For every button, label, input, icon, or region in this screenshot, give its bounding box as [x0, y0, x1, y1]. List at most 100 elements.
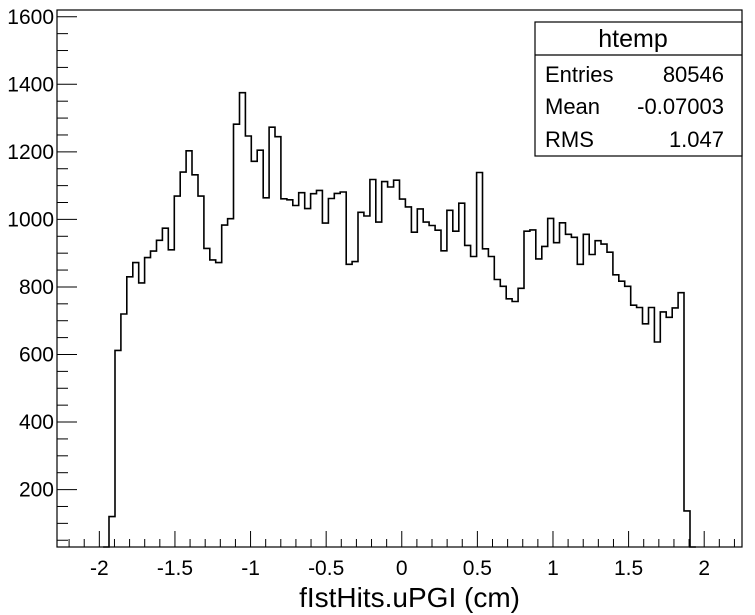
stats-mean-value: -0.07003	[637, 94, 724, 119]
histogram-bin	[589, 255, 595, 547]
plot-area-border	[56, 9, 743, 548]
histogram-bin	[121, 314, 127, 547]
histogram-bin	[328, 198, 334, 547]
histogram-bin	[411, 232, 417, 547]
histogram-bin	[631, 305, 637, 547]
histogram-bin	[482, 249, 488, 547]
histogram-bin	[441, 251, 447, 547]
histogram-bin	[115, 350, 121, 547]
histogram-bin	[536, 259, 542, 547]
histogram-bin	[192, 175, 198, 547]
stats-rms-label: RMS	[545, 127, 594, 152]
histogram-bin	[666, 317, 672, 547]
y-tick-label: 200	[19, 479, 54, 502]
histogram-bin	[334, 193, 340, 547]
histogram-bin	[174, 196, 180, 547]
histogram-bin	[287, 200, 293, 547]
histogram-bin	[506, 299, 512, 547]
stats-rms-value: 1.047	[669, 127, 724, 152]
histogram-bin	[400, 199, 406, 547]
histogram-bin	[127, 277, 133, 547]
histogram-bin	[595, 241, 601, 547]
histogram-bin	[660, 312, 666, 547]
stats-box-frame	[534, 21, 743, 157]
histogram-bin	[269, 127, 275, 547]
histogram-bin	[637, 308, 643, 547]
histogram-bin	[293, 206, 299, 547]
histogram-bin	[317, 190, 323, 547]
histogram-bin	[139, 283, 145, 547]
histogram-bin	[518, 288, 524, 547]
histogram-bin	[643, 324, 649, 547]
histogram-bin	[625, 286, 631, 547]
histogram-bin	[554, 243, 560, 547]
histogram-bin	[364, 216, 370, 547]
y-tick-label: 800	[19, 276, 54, 299]
histogram-bin	[542, 246, 548, 547]
histogram-bin	[370, 180, 376, 547]
histogram-bin	[340, 192, 346, 547]
histogram-bin	[376, 222, 382, 547]
histogram-bin	[145, 258, 151, 547]
histogram-bin	[477, 172, 483, 547]
histogram-bin	[210, 260, 216, 547]
stats-entries-label: Entries	[545, 62, 613, 87]
y-tick-label: 1600	[7, 6, 54, 29]
histogram-bin	[275, 137, 281, 547]
histogram-bin	[394, 180, 400, 547]
histogram-bin	[648, 308, 654, 547]
x-tick-label: -2	[90, 557, 109, 580]
x-axis-label: fIstHits.uPGI (cm)	[299, 582, 520, 613]
x-axis: -2 -1.5 -1 -0.5 0 0.5 1 1.5 2	[68, 531, 735, 580]
stats-box-title: htemp	[598, 25, 667, 53]
histogram-bin	[245, 136, 251, 547]
histogram-bin	[263, 198, 269, 547]
x-tick-label: 2	[698, 557, 710, 580]
histogram-bin	[358, 212, 364, 547]
histogram-bin	[613, 275, 619, 547]
stats-mean-label: Mean	[545, 94, 600, 119]
histogram-bin	[305, 209, 311, 547]
histogram-bin	[388, 187, 394, 547]
y-tick-label: 400	[19, 411, 54, 434]
histogram-bin	[352, 262, 358, 547]
histogram-bin	[251, 161, 257, 547]
histogram-bin	[180, 172, 186, 547]
histogram-bin	[672, 308, 678, 547]
y-tick-label: 1200	[7, 141, 54, 164]
histogram-bin	[488, 257, 494, 547]
histogram-bin	[257, 150, 263, 547]
histogram-bin	[571, 237, 577, 547]
histogram-bin	[583, 234, 589, 547]
histogram-bin	[619, 281, 625, 547]
histogram-bins	[109, 93, 690, 547]
histogram-bin	[204, 248, 210, 547]
histogram-bin	[447, 210, 453, 547]
plot-frame	[56, 9, 743, 548]
x-tick-label: -1.5	[157, 557, 193, 580]
histogram-bin	[548, 218, 554, 547]
histogram-bin	[429, 225, 435, 547]
histogram-bin	[133, 263, 139, 547]
histogram-bin	[453, 231, 459, 547]
x-tick-label: -1	[241, 557, 260, 580]
histogram-bin	[198, 196, 204, 547]
x-tick-label: -0.5	[308, 557, 344, 580]
histogram-bin	[222, 225, 228, 547]
y-tick-label: 1000	[7, 208, 54, 231]
histogram-bin	[512, 301, 518, 547]
histogram-bin	[565, 234, 571, 547]
histogram-bin	[494, 280, 500, 547]
histogram-bin	[281, 199, 287, 547]
histogram-bin	[423, 222, 429, 547]
histogram-bin	[346, 264, 352, 547]
histogram-bin	[162, 228, 168, 547]
histogram-bin	[299, 193, 305, 547]
histogram-bin	[530, 230, 536, 547]
histogram-bin	[435, 230, 441, 547]
histogram-bin	[228, 219, 234, 547]
x-tick-label: 0.5	[463, 557, 492, 580]
histogram-bin	[500, 286, 506, 547]
histogram-bin	[524, 231, 530, 547]
